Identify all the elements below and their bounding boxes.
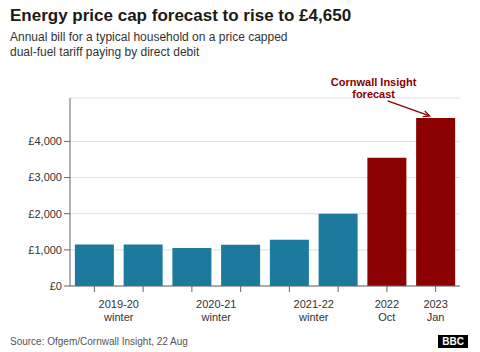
svg-text:£3,000: £3,000 (28, 171, 62, 183)
svg-text:£1,000: £1,000 (28, 244, 62, 256)
svg-text:£2,000: £2,000 (28, 208, 62, 220)
svg-text:2021-22winter: 2021-22winter (294, 298, 334, 323)
html-text:Annual bill for a typical hous: Annual bill for a typical household on a… (10, 30, 288, 59)
html-text:Source: Ofgem/Cornwall Insight: Source: Ofgem/Cornwall Insight, 22 Aug (10, 336, 188, 347)
svg-text:2022Oct: 2022Oct (375, 298, 399, 323)
svg-text:2023Jan: 2023Jan (423, 298, 447, 323)
svg-text:£4,000: £4,000 (28, 135, 62, 147)
html-text:BBC: BBC (442, 336, 464, 347)
svg-text:Cornwall Insightforecast: Cornwall Insightforecast (331, 76, 417, 100)
svg-text:2020-21winter: 2020-21winter (196, 298, 236, 323)
svg-text:2019-20winter: 2019-20winter (99, 298, 139, 323)
html-text:Energy price cap forecast to r: Energy price cap forecast to rise to £4,… (10, 6, 352, 25)
svg-text:£0: £0 (50, 280, 62, 292)
